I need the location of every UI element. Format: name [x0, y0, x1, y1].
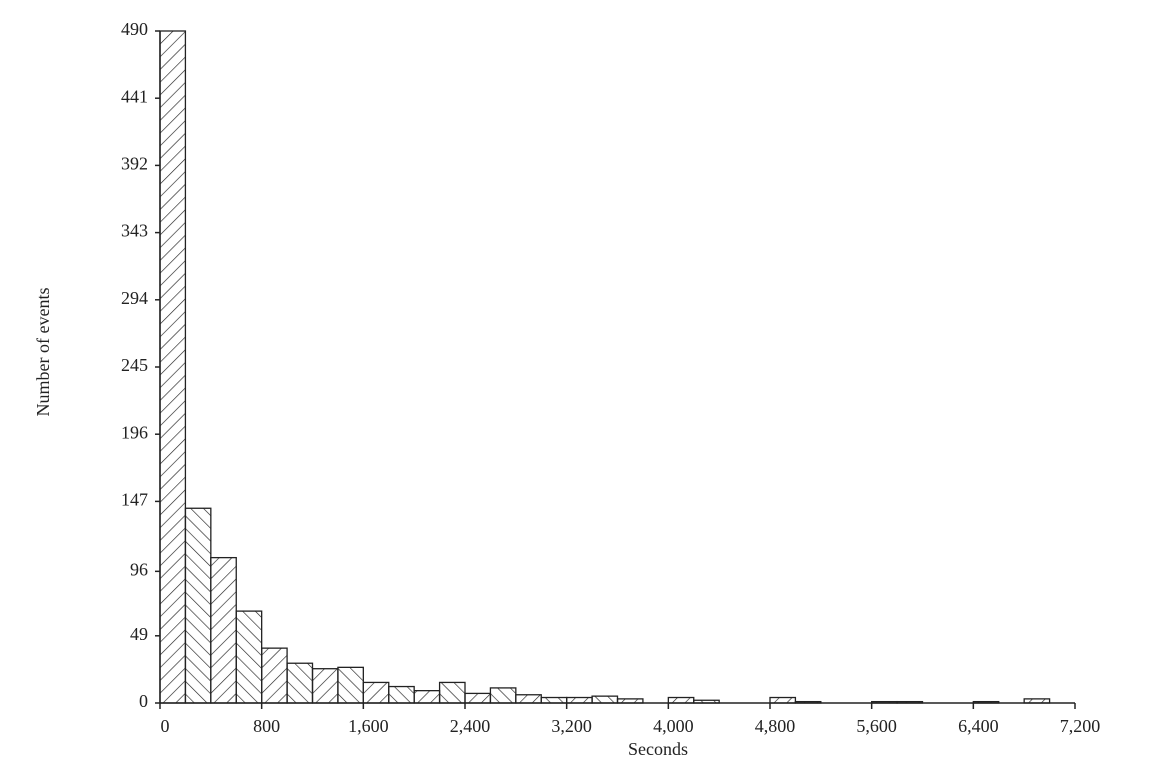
bar [413, 690, 441, 704]
y-tick-label: 343 [121, 221, 148, 241]
x-tick-label: 2,400 [450, 716, 491, 736]
y-tick-label: 49 [130, 624, 148, 644]
bar [464, 692, 492, 704]
y-tick-label: 96 [130, 559, 148, 579]
bar [667, 696, 695, 704]
bar [261, 647, 288, 704]
y-tick-label: 147 [121, 490, 148, 510]
y-tick-label: 0 [139, 691, 148, 711]
bar [438, 681, 466, 704]
bar [388, 685, 415, 704]
x-tick-label: 4,800 [755, 716, 796, 736]
y-tick-label: 490 [121, 19, 148, 39]
bar [362, 681, 390, 704]
x-tick-label: 1,600 [348, 716, 389, 736]
bar [489, 687, 517, 704]
bar [311, 668, 339, 704]
x-tick-label: 6,400 [958, 716, 999, 736]
bar [337, 666, 364, 704]
bar [235, 610, 263, 704]
x-tick-label: 5,600 [856, 716, 897, 736]
bar [159, 30, 187, 704]
x-tick-label: 4,000 [653, 716, 694, 736]
y-axis-label: Number of events [33, 288, 53, 417]
y-tick-label: 441 [121, 86, 148, 106]
x-tick-label: 800 [253, 716, 280, 736]
bar [515, 694, 542, 704]
y-tick-label: 392 [121, 154, 148, 174]
x-tick-label: 7,200 [1060, 716, 1101, 736]
bar [540, 696, 568, 704]
bar [210, 556, 237, 704]
y-tick-label: 196 [121, 422, 148, 442]
y-tick-label: 294 [121, 288, 148, 308]
bar [286, 662, 314, 704]
x-axis-label: Seconds [628, 739, 688, 759]
bar [769, 696, 797, 704]
y-tick-label: 245 [121, 355, 148, 375]
x-tick-label: 0 [161, 716, 170, 736]
x-tick-label: 3,200 [551, 716, 592, 736]
bar [184, 507, 212, 704]
bar [591, 695, 619, 704]
bar [566, 696, 593, 704]
